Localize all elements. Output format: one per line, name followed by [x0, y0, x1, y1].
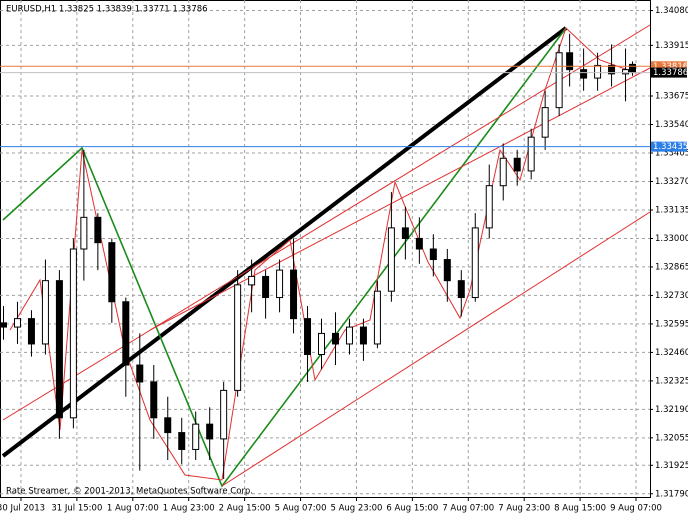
channel-line	[221, 211, 651, 487]
x-tick-label: 31 Jul 15:00	[51, 504, 102, 514]
y-tick-label: 1.33915	[655, 41, 688, 51]
x-tick-label: 9 Aug 07:00	[610, 504, 662, 514]
price-label: 1.33786	[653, 68, 688, 78]
x-tick-label: 5 Aug 07:00	[275, 504, 327, 514]
candle-body	[206, 423, 214, 440]
candle-body	[13, 318, 21, 328]
x-tick-label: 1 Aug 07:00	[107, 504, 159, 514]
y-tick-label: 1.33405	[655, 148, 688, 158]
price-label-box	[651, 67, 687, 78]
x-tick-label: 7 Aug 23:00	[498, 504, 550, 514]
y-tick-label: 1.32325	[655, 376, 688, 386]
candle-body	[262, 275, 270, 299]
price-label-box	[651, 141, 687, 152]
x-tick-label: 7 Aug 07:00	[442, 504, 494, 514]
y-tick-label: 1.31790	[655, 489, 688, 499]
x-tick-label: 5 Aug 23:00	[330, 504, 382, 514]
y-tick-label: 1.32865	[655, 262, 688, 272]
zigzag-line	[9, 27, 629, 481]
candle-body	[0, 322, 7, 328]
y-tick-label: 1.31925	[655, 461, 688, 471]
candle-body	[622, 69, 630, 75]
chart-title: EURUSD,H1 1.33825 1.33839 1.33771 1.3378…	[6, 5, 208, 15]
candle-body	[429, 248, 437, 261]
y-tick-label: 1.33135	[655, 205, 688, 215]
y-tick-label: 1.32730	[655, 291, 688, 301]
candle-body	[359, 326, 367, 345]
candle-body	[566, 52, 574, 71]
candle-body	[331, 332, 339, 345]
source-note: Rate Streamer, © 2001-2013, MetaQuotes S…	[6, 487, 253, 497]
x-tick-label: 1 Aug 23:00	[163, 504, 215, 514]
y-tick-label: 1.33000	[655, 234, 688, 244]
price-label: 1.33435	[653, 142, 688, 152]
candle-body	[387, 227, 395, 292]
candle-body	[499, 157, 507, 187]
candle-body	[69, 248, 77, 419]
candle-body	[629, 63, 637, 74]
y-tick-label: 1.34080	[655, 6, 688, 16]
candle-body	[304, 318, 312, 356]
candle-body	[443, 259, 451, 282]
candle-body	[178, 432, 186, 450]
y-tick-label: 1.33270	[655, 177, 688, 187]
channel-line	[149, 67, 651, 331]
candle-body	[248, 275, 256, 286]
candle-body	[122, 301, 130, 366]
candle-body	[580, 69, 588, 79]
candle-body	[41, 280, 49, 345]
y-tick-label: 1.32460	[655, 348, 688, 358]
candle-body	[373, 290, 381, 345]
candle-body	[513, 157, 521, 172]
candle-body	[94, 216, 102, 244]
candle-body	[318, 332, 326, 356]
candles	[0, 33, 637, 480]
candle-body	[541, 107, 549, 138]
candle-body	[415, 237, 423, 250]
y-tick-label: 1.33540	[655, 120, 688, 130]
candle-body	[164, 417, 172, 434]
channel-line	[2, 24, 651, 421]
candle-body	[485, 185, 493, 229]
candle-body	[108, 242, 116, 303]
candle-body	[80, 216, 88, 250]
y-tick-label: 1.32055	[655, 433, 688, 443]
candle-body	[27, 318, 35, 345]
price-label: 1.33816	[653, 62, 688, 72]
candle-body	[527, 136, 535, 172]
candle-body	[608, 64, 616, 75]
candle-body	[55, 280, 63, 419]
candle-body	[290, 269, 298, 320]
x-tick-label: 2 Aug 15:00	[219, 504, 271, 514]
candle-body	[471, 227, 479, 299]
candle-body	[594, 64, 602, 79]
candle-body	[220, 389, 228, 440]
candle-body	[555, 52, 563, 109]
y-tick-label: 1.32595	[655, 319, 688, 329]
candle-body	[345, 326, 353, 345]
price-label-box	[651, 61, 687, 72]
y-tick-label: 1.32190	[655, 405, 688, 415]
x-tick-label: 6 Aug 15:00	[386, 504, 438, 514]
x-tick-label: 30 Jul 2013	[0, 504, 45, 514]
candle-body	[457, 280, 465, 299]
candle-body	[401, 227, 409, 239]
candle-body	[234, 284, 242, 391]
x-tick-label: 8 Aug 15:00	[554, 504, 606, 514]
candle-body	[150, 381, 158, 419]
candle-body	[136, 364, 144, 383]
candle-body	[192, 423, 200, 450]
candle-body	[276, 269, 284, 299]
trend-line	[1, 26, 568, 458]
y-tick-label: 1.33675	[655, 92, 688, 102]
